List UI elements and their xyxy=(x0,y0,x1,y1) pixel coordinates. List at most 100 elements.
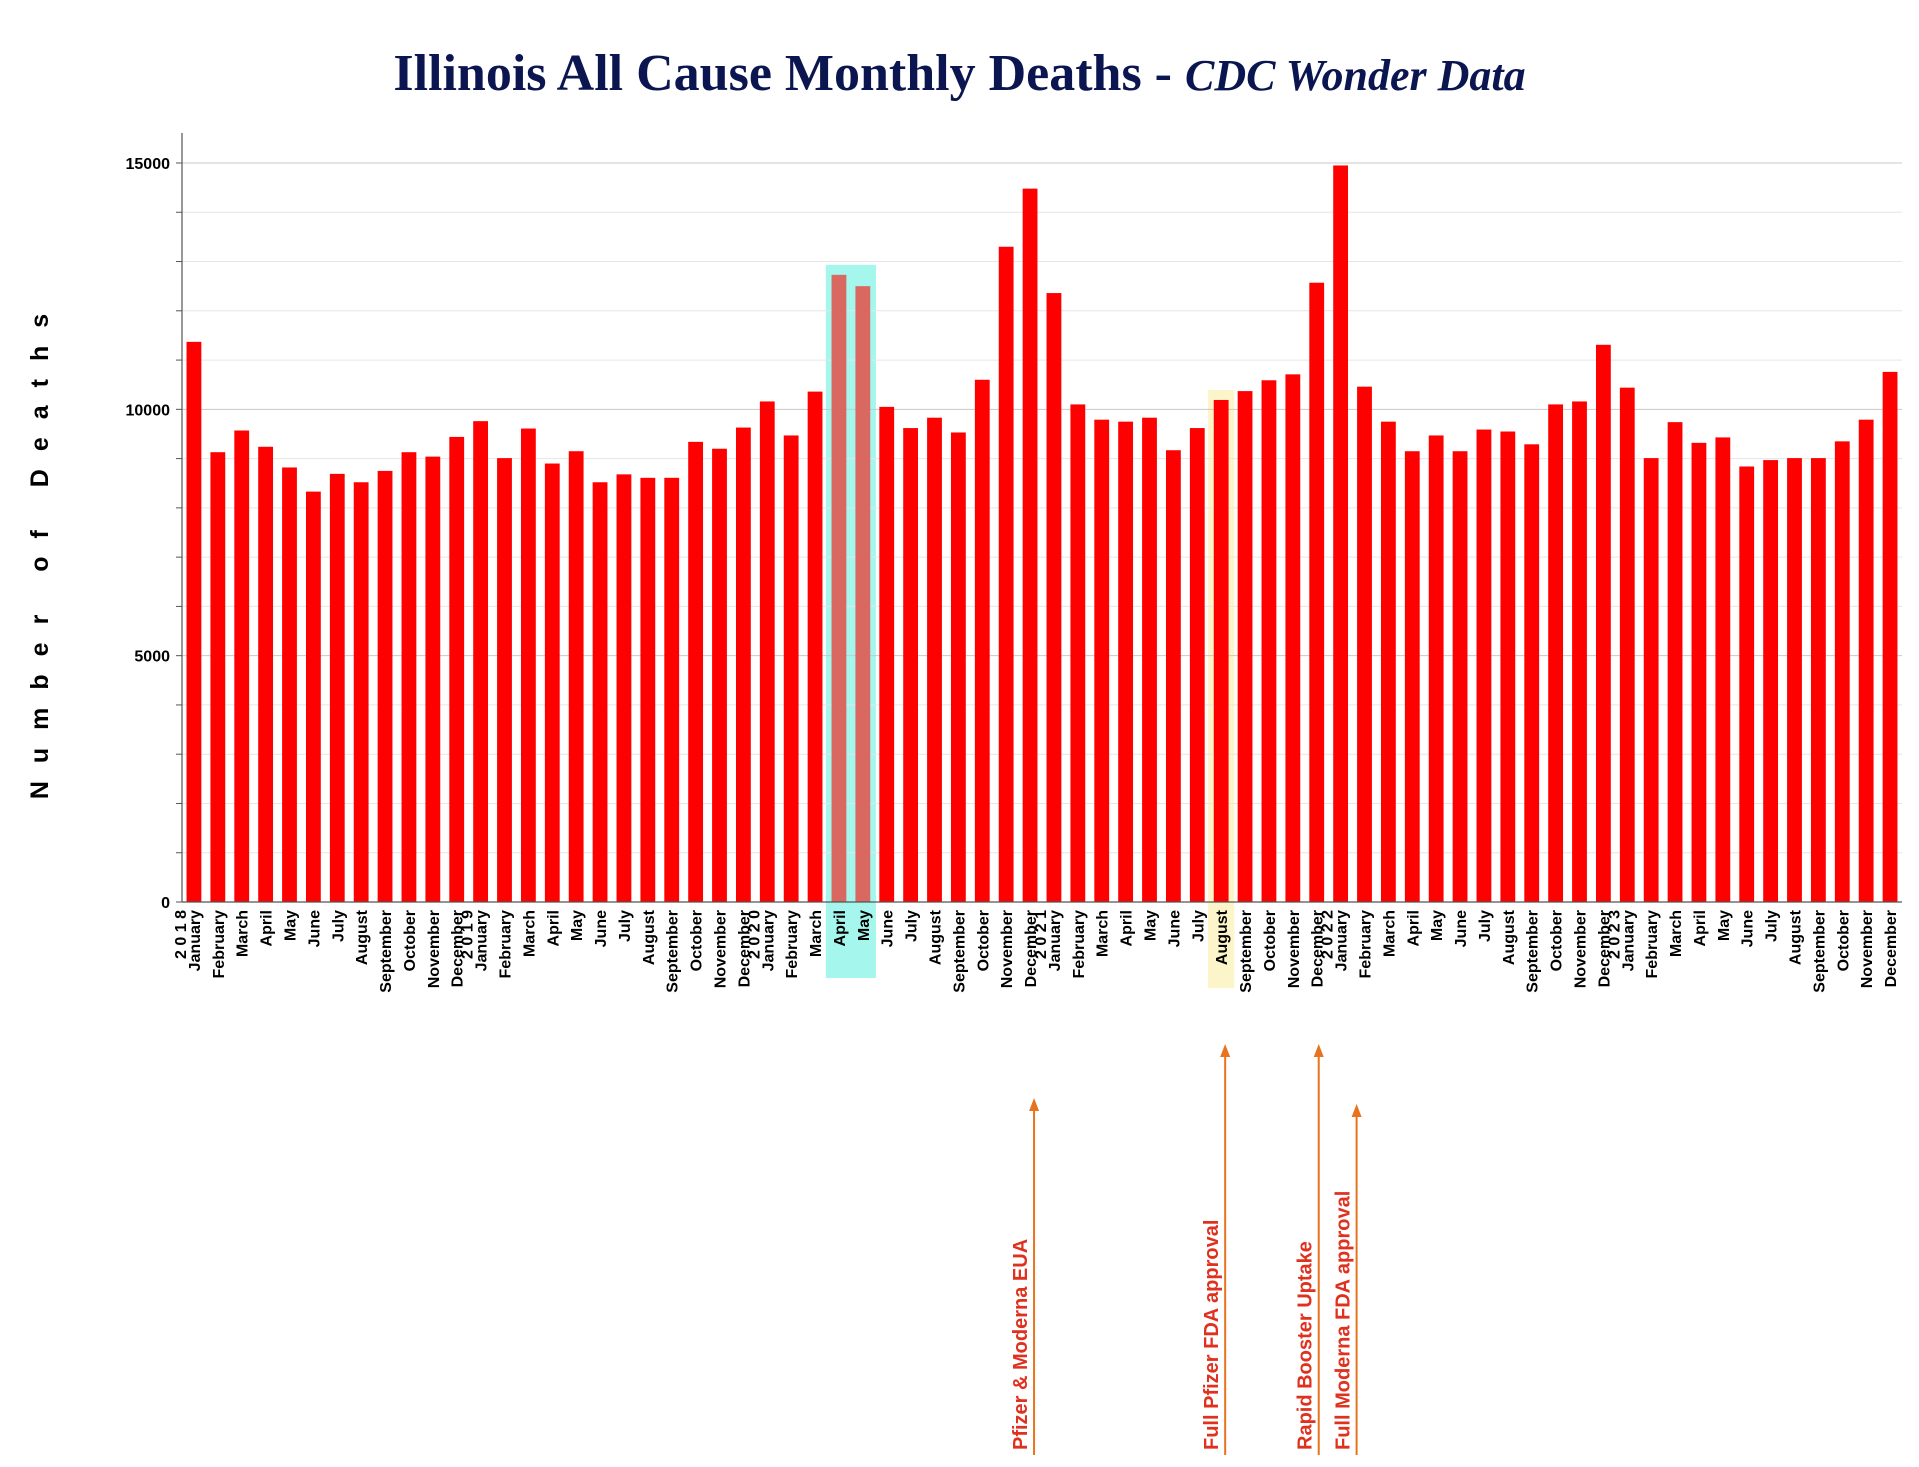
x-tick-label: November xyxy=(713,910,730,988)
x-tick-label: May xyxy=(283,910,300,941)
x-tick-label: February xyxy=(1644,910,1661,979)
chart-title: Illinois All Cause Monthly Deaths - CDC … xyxy=(0,44,1919,103)
grid-layer xyxy=(182,162,1902,854)
bar xyxy=(1763,460,1779,902)
bar xyxy=(473,421,489,902)
annotation-arrow-head xyxy=(1313,1044,1324,1057)
x-tick-label: October xyxy=(402,910,419,971)
y-axis-title: Number of Deaths xyxy=(26,296,54,799)
x-tick-label: March xyxy=(521,910,538,957)
x-tick-label: September xyxy=(665,910,682,993)
bar xyxy=(735,427,751,902)
x-tick-label: February xyxy=(1358,910,1375,979)
axis-layer xyxy=(176,133,1902,903)
bar xyxy=(1261,380,1277,902)
annotation-arrow-head xyxy=(1220,1044,1231,1057)
bar xyxy=(1452,451,1468,902)
x-tick-label: June xyxy=(1166,910,1183,947)
x-tick-label: March xyxy=(808,910,825,957)
bar xyxy=(1500,431,1516,902)
bar xyxy=(1882,371,1898,903)
year-label: 2 0 2 2 xyxy=(1320,910,1337,959)
x-tick-label: December xyxy=(736,910,753,987)
bar xyxy=(1022,188,1038,903)
x-tick-label: October xyxy=(975,910,992,971)
x-tick-label: October xyxy=(1549,910,1566,971)
x-tick-label: July xyxy=(904,910,921,942)
x-tick-label: November xyxy=(1859,910,1876,988)
x-tick-label: January xyxy=(1620,910,1637,971)
bar xyxy=(1046,293,1062,903)
bar xyxy=(592,482,608,902)
bar xyxy=(1285,374,1301,902)
x-tick-label: December xyxy=(1883,910,1900,987)
x-tick-label: December xyxy=(1310,910,1327,987)
bar xyxy=(329,473,345,902)
x-tick-label: May xyxy=(1143,910,1160,941)
x-tick-label: September xyxy=(1238,910,1255,993)
x-tick-label: January xyxy=(1047,910,1064,971)
bar xyxy=(640,477,656,902)
x-tick-label: June xyxy=(1740,910,1757,947)
x-tick-label: July xyxy=(330,910,347,942)
x-tick-label: September xyxy=(378,910,395,993)
annotation-label: Rapid Booster Uptake xyxy=(1295,1241,1317,1450)
y-tick-label: 15000 xyxy=(126,156,171,173)
x-tick-label: December xyxy=(1023,910,1040,987)
x-tick-label: September xyxy=(1811,910,1828,993)
x-tick-label: January xyxy=(187,910,204,971)
bar xyxy=(1380,421,1396,902)
bar xyxy=(1142,417,1157,902)
y-tick-label: 0 xyxy=(161,895,170,912)
bar xyxy=(1548,404,1564,902)
x-tick-label: August xyxy=(1214,909,1231,965)
x-tick-label: July xyxy=(617,910,634,942)
bar xyxy=(807,391,823,902)
bar xyxy=(950,432,966,902)
x-tick-label: October xyxy=(689,910,706,971)
bar xyxy=(1118,421,1134,902)
bar xyxy=(1834,441,1850,902)
x-tick-label: November xyxy=(1573,910,1590,988)
x-tick-label: April xyxy=(1405,910,1422,946)
bar xyxy=(974,379,990,903)
bar xyxy=(1094,419,1110,902)
bar xyxy=(1165,450,1181,902)
x-tick-label: September xyxy=(951,910,968,993)
x-tick-label: March xyxy=(1381,910,1398,957)
x-tick-label: August xyxy=(1501,909,1518,965)
bar xyxy=(903,428,919,902)
x-tick-label: July xyxy=(1190,910,1207,942)
bar xyxy=(1572,401,1587,902)
bar xyxy=(1524,444,1540,902)
bar xyxy=(1619,387,1635,902)
year-label: 2 0 2 0 xyxy=(746,910,763,959)
x-tick-label: November xyxy=(1286,910,1303,988)
bar xyxy=(377,470,393,902)
bar xyxy=(305,491,321,902)
bar xyxy=(258,446,274,902)
x-tick-label: May xyxy=(856,910,873,941)
x-tick-label: February xyxy=(1071,910,1088,979)
bar xyxy=(282,467,297,902)
x-tick-label: February xyxy=(498,910,515,979)
x-tick-label: May xyxy=(569,910,586,941)
year-label: 2 0 2 3 xyxy=(1606,910,1623,959)
x-tick-label: March xyxy=(1095,910,1112,957)
x-tick-label: March xyxy=(1668,910,1685,957)
annotation-label: Pfizer & Moderna EUA xyxy=(1010,1239,1032,1450)
x-tick-label: April xyxy=(1119,910,1136,946)
bar xyxy=(616,474,632,902)
bar xyxy=(449,436,465,902)
x-tick-label: January xyxy=(1334,910,1351,971)
bar xyxy=(1739,466,1755,902)
y-tick-label: 5000 xyxy=(134,649,170,666)
annotation-label: Full Moderna FDA approval xyxy=(1333,1191,1355,1450)
x-tick-label: June xyxy=(880,910,897,947)
x-tick-label: February xyxy=(784,910,801,979)
annotation-arrow-head xyxy=(1029,1098,1040,1111)
bar xyxy=(210,452,226,902)
bar xyxy=(664,477,680,902)
bar xyxy=(234,430,250,902)
bar xyxy=(1858,419,1874,902)
